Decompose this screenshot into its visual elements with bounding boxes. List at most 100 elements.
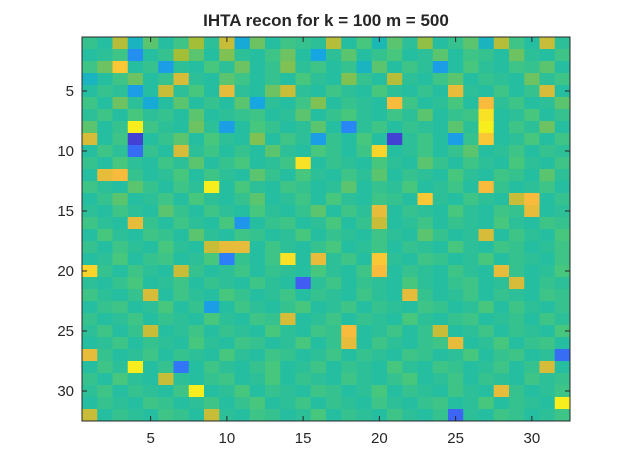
- heatmap-cell: [173, 385, 190, 398]
- heatmap-cell: [493, 217, 510, 230]
- heatmap-cell: [188, 97, 205, 110]
- heatmap-cell: [112, 289, 129, 302]
- heatmap-cell: [326, 193, 342, 206]
- x-tick-label: 15: [295, 430, 312, 447]
- heatmap-cell: [112, 265, 129, 278]
- heatmap-cell: [127, 301, 144, 314]
- heatmap-cell: [478, 253, 495, 266]
- heatmap-cell: [249, 325, 266, 338]
- heatmap-cell: [478, 289, 495, 302]
- heatmap-cell: [295, 385, 312, 398]
- heatmap-cell: [554, 169, 571, 182]
- heatmap-cell: [188, 109, 205, 122]
- heatmap-cell: [463, 193, 479, 206]
- heatmap-cell: [234, 325, 251, 338]
- heatmap-cell: [524, 397, 540, 410]
- heatmap-cell: [554, 73, 571, 86]
- heatmap-cell: [158, 205, 174, 218]
- heatmap-cell: [463, 37, 479, 50]
- heatmap-cell: [310, 397, 327, 410]
- heatmap-cell: [539, 385, 556, 398]
- heatmap-cell: [280, 109, 296, 122]
- heatmap-cell: [265, 241, 281, 254]
- heatmap-cell: [97, 325, 113, 338]
- heatmap-cell: [341, 217, 357, 230]
- y-tick-label: 25: [57, 323, 74, 340]
- heatmap-cell: [188, 217, 205, 230]
- heatmap-cell: [356, 37, 373, 50]
- x-tick-label: 30: [524, 430, 541, 447]
- heatmap-cell: [280, 301, 296, 314]
- heatmap-cell: [402, 169, 418, 182]
- heatmap-cell: [356, 397, 373, 410]
- heatmap-cell: [341, 409, 357, 422]
- heatmap-cell: [234, 61, 251, 74]
- heatmap-cell: [112, 73, 129, 86]
- heatmap-cell: [143, 157, 159, 170]
- heatmap-cell: [234, 265, 251, 278]
- heatmap-cell: [82, 373, 98, 386]
- heatmap-cell: [448, 253, 464, 266]
- heatmap-cell: [219, 73, 235, 86]
- heatmap-cell: [402, 253, 418, 266]
- heatmap-cell: [539, 217, 556, 230]
- heatmap-cell: [539, 277, 556, 290]
- heatmap-cell: [341, 37, 357, 50]
- heatmap-cell: [219, 85, 235, 98]
- heatmap-cell: [173, 301, 190, 314]
- heatmap-cell: [417, 289, 434, 302]
- heatmap-cell: [387, 169, 403, 182]
- heatmap-cell: [554, 337, 571, 350]
- heatmap-cell: [356, 253, 373, 266]
- heatmap-cell: [493, 265, 510, 278]
- heatmap-cell: [493, 205, 510, 218]
- heatmap-cell: [173, 157, 190, 170]
- heatmap-cell: [554, 301, 571, 314]
- heatmap-cell: [432, 85, 449, 98]
- heatmap-cell: [143, 37, 159, 50]
- heatmap-cell: [97, 49, 113, 62]
- heatmap-cells: [82, 37, 571, 422]
- heatmap-cell: [493, 73, 510, 86]
- heatmap-cell: [341, 133, 357, 146]
- heatmap-cell: [356, 337, 373, 350]
- heatmap-cell: [402, 301, 418, 314]
- heatmap-cell: [127, 409, 144, 422]
- heatmap-cell: [204, 97, 220, 110]
- heatmap-cell: [219, 373, 235, 386]
- heatmap-cell: [188, 121, 205, 134]
- heatmap-cell: [112, 325, 129, 338]
- heatmap-cell: [356, 385, 373, 398]
- heatmap-cell: [326, 217, 342, 230]
- heatmap-cell: [478, 337, 495, 350]
- heatmap-cell: [509, 73, 525, 86]
- heatmap-cell: [249, 313, 266, 326]
- heatmap-cell: [371, 49, 388, 62]
- heatmap-cell: [173, 349, 190, 362]
- heatmap-cell: [463, 49, 479, 62]
- heatmap-cell: [173, 229, 190, 242]
- heatmap-cell: [158, 373, 174, 386]
- heatmap-cell: [448, 121, 464, 134]
- heatmap-cell: [97, 265, 113, 278]
- heatmap-cell: [463, 337, 479, 350]
- heatmap-cell: [417, 49, 434, 62]
- heatmap-cell: [341, 49, 357, 62]
- heatmap-cell: [219, 241, 235, 254]
- heatmap-cell: [295, 49, 312, 62]
- heatmap-cell: [112, 97, 129, 110]
- heatmap-cell: [356, 265, 373, 278]
- heatmap-cell: [310, 301, 327, 314]
- heatmap-cell: [295, 205, 312, 218]
- heatmap-cell: [341, 121, 357, 134]
- heatmap-cell: [143, 73, 159, 86]
- heatmap-cell: [310, 265, 327, 278]
- heatmap-cell: [188, 277, 205, 290]
- heatmap-cell: [97, 337, 113, 350]
- heatmap-cell: [539, 301, 556, 314]
- heatmap-cell: [387, 97, 403, 110]
- heatmap-cell: [524, 361, 540, 374]
- heatmap-cell: [219, 49, 235, 62]
- heatmap-cell: [173, 241, 190, 254]
- heatmap-cell: [143, 109, 159, 122]
